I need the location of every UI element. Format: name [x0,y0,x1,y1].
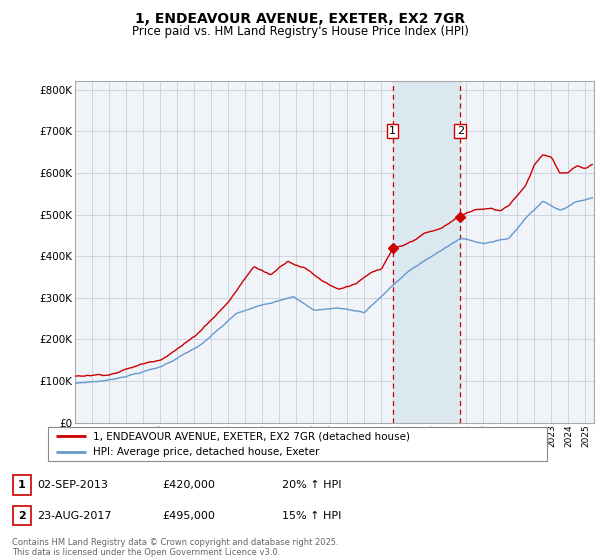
Text: £495,000: £495,000 [162,511,215,521]
Text: 1: 1 [18,480,26,490]
Text: HPI: Average price, detached house, Exeter: HPI: Average price, detached house, Exet… [94,447,320,458]
Text: Price paid vs. HM Land Registry's House Price Index (HPI): Price paid vs. HM Land Registry's House … [131,25,469,38]
Text: 20% ↑ HPI: 20% ↑ HPI [282,480,341,490]
Text: 1, ENDEAVOUR AVENUE, EXETER, EX2 7GR (detached house): 1, ENDEAVOUR AVENUE, EXETER, EX2 7GR (de… [94,431,410,441]
Bar [392,81,460,423]
Text: 2: 2 [18,511,26,521]
Text: 2: 2 [457,126,464,136]
Text: 1: 1 [389,126,396,136]
Text: Contains HM Land Registry data © Crown copyright and database right 2025.
This d: Contains HM Land Registry data © Crown c… [12,538,338,557]
Text: £420,000: £420,000 [162,480,215,490]
Text: 23-AUG-2017: 23-AUG-2017 [37,511,112,521]
Text: 02-SEP-2013: 02-SEP-2013 [37,480,108,490]
FancyBboxPatch shape [13,475,31,494]
Text: 15% ↑ HPI: 15% ↑ HPI [282,511,341,521]
FancyBboxPatch shape [13,506,31,525]
FancyBboxPatch shape [48,427,547,461]
Text: 1, ENDEAVOUR AVENUE, EXETER, EX2 7GR: 1, ENDEAVOUR AVENUE, EXETER, EX2 7GR [135,12,465,26]
